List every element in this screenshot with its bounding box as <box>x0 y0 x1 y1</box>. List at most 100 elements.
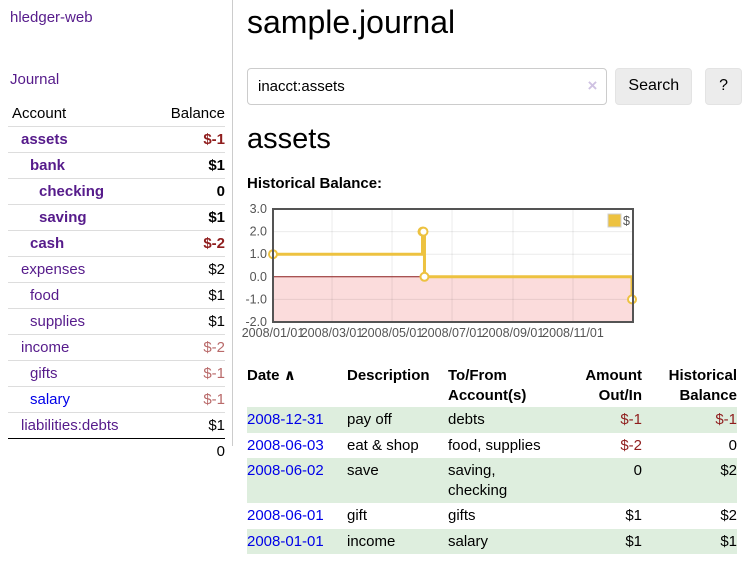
account-row: assets $-1 <box>8 127 225 153</box>
sidebar-account-link[interactable]: saving <box>39 209 87 226</box>
account-heading: assets <box>247 122 331 155</box>
search-bar: × Search ? <box>247 67 742 105</box>
transaction-row: 2008-06-01 gift gifts $1 $2 <box>247 503 737 529</box>
sidebar-account-link[interactable]: supplies <box>30 313 86 330</box>
transaction-amount: $1 <box>625 507 642 525</box>
transaction-date-link[interactable]: 2008-06-01 <box>247 507 324 525</box>
account-balance: $1 <box>153 204 225 231</box>
sidebar-account-link[interactable]: bank <box>30 157 66 174</box>
search-box: × <box>247 67 608 105</box>
y-axis-tick-label: 0.0 <box>250 270 267 284</box>
transaction-row: 2008-06-03 eat & shop food, supplies $-2 0 <box>247 433 737 459</box>
transaction-balance: $-1 <box>715 411 737 429</box>
transaction-date-link[interactable]: 2008-06-03 <box>247 436 324 454</box>
sidebar-account-link[interactable]: food <box>30 287 60 304</box>
x-axis-tick-label: 2008/09/01 <box>482 326 545 340</box>
sidebar-account-link[interactable]: assets <box>21 131 68 148</box>
transaction-accounts: saving, checking <box>448 462 508 499</box>
sidebar-account-link[interactable]: checking <box>39 183 105 200</box>
transaction-description: save <box>347 462 379 480</box>
transaction-balance: 0 <box>728 436 737 454</box>
transaction-balance: $2 <box>720 507 737 525</box>
transaction-amount: $-2 <box>620 436 642 454</box>
sidebar-account-link[interactable]: gifts <box>30 365 58 382</box>
transaction-amount: 0 <box>633 462 642 480</box>
x-axis-tick-label: 2008/03/01 <box>301 326 364 340</box>
sidebar-account-link[interactable]: liabilities:debts <box>21 417 119 434</box>
transaction-description: pay off <box>347 411 392 429</box>
account-row: expenses $2 <box>8 256 225 283</box>
account-row: cash $-2 <box>8 230 225 257</box>
accounts-header-row: Account Balance <box>8 101 225 127</box>
account-row: income $-2 <box>8 334 225 361</box>
transaction-date-link[interactable]: 2008-06-02 <box>247 462 324 480</box>
account-row: saving $1 <box>8 204 225 231</box>
sidebar-account-link[interactable]: expenses <box>21 261 86 278</box>
accounts-header-account: Account <box>8 101 154 127</box>
chart-title: Historical Balance: <box>247 175 383 193</box>
transactions-header-row: Date ∧ Description To/From Account(s) Am… <box>247 364 737 407</box>
clear-search-icon[interactable]: × <box>587 75 598 95</box>
account-balance: $-1 <box>153 360 225 387</box>
account-row: supplies $1 <box>8 308 225 335</box>
search-button[interactable]: Search <box>615 67 693 105</box>
account-balance: $1 <box>153 152 225 179</box>
account-balance: $1 <box>153 412 225 439</box>
sidebar: hledger-web Journal Account Balance asse… <box>0 0 233 464</box>
chart-data-point <box>418 226 429 237</box>
transaction-accounts: gifts <box>448 507 476 525</box>
help-button[interactable]: ? <box>705 67 742 105</box>
column-header-balance: Historical Balance <box>668 367 737 404</box>
transaction-accounts: salary <box>448 532 489 550</box>
account-row: checking 0 <box>8 178 225 205</box>
x-axis-tick-label: 2008/07/01 <box>421 326 484 340</box>
main-content: sample.journal × Search ? assets Histori… <box>242 0 742 555</box>
transactions-table: Date ∧ Description To/From Account(s) Am… <box>247 364 737 555</box>
legend-swatch <box>607 213 622 228</box>
transaction-row: 2008-01-01 income salary $1 $1 <box>247 528 737 555</box>
account-row: liabilities:debts $1 <box>8 412 225 439</box>
y-axis-tick-label: 2.0 <box>250 225 267 239</box>
sort-ascending-icon: ∧ <box>283 367 296 385</box>
transaction-balance: $2 <box>720 462 737 480</box>
sidebar-account-link[interactable]: income <box>21 339 70 356</box>
account-row: gifts $-1 <box>8 360 225 387</box>
y-axis-tick-label: -1.0 <box>245 293 267 307</box>
account-row: food $1 <box>8 282 225 309</box>
account-balance: $-2 <box>153 334 225 361</box>
transaction-date-link[interactable]: 2008-12-31 <box>247 411 324 429</box>
page-title: sample.journal <box>247 4 456 40</box>
transaction-amount: $1 <box>625 532 642 550</box>
column-header-accounts: To/From Account(s) <box>448 367 527 404</box>
accounts-table: Account Balance assets $-1 bank $1 checking 0… <box>8 101 225 464</box>
sidebar-account-link[interactable]: salary <box>30 391 71 408</box>
transaction-date-link[interactable]: 2008-01-01 <box>247 532 324 550</box>
y-axis-tick-label: 1.0 <box>250 247 267 261</box>
transaction-row: 2008-12-31 pay off debts $-1 $-1 <box>247 407 737 433</box>
x-axis-tick-label: 2008/05/01 <box>361 326 424 340</box>
account-balance: $-2 <box>153 230 225 257</box>
x-axis-tick-label: 2008/01/01 <box>242 326 305 340</box>
transaction-description: gift <box>347 507 368 525</box>
sidebar-item-journal[interactable]: Journal <box>10 71 60 88</box>
transaction-amount: $-1 <box>620 411 642 429</box>
transaction-description: eat & shop <box>347 436 419 454</box>
accounts-header-balance: Balance <box>153 101 225 127</box>
legend-label: $ <box>623 214 630 228</box>
column-header-date[interactable]: Date ∧ <box>247 364 347 407</box>
y-axis-tick-label: -2.0 <box>245 315 267 329</box>
account-row: salary $-1 <box>8 386 225 413</box>
historical-balance-chart: $3.0 2.0 1.0 0.0 -1.0 -2.0 2008/01/01 2008/03/0… <box>240 200 742 350</box>
date-header-label: Date <box>247 367 280 385</box>
account-balance: 0 <box>153 178 225 205</box>
sidebar-account-link[interactable]: cash <box>30 235 65 252</box>
accounts-total-row: 0 <box>8 438 225 464</box>
accounts-total-value: 0 <box>8 438 225 464</box>
column-header-amount: Amount Out/In <box>585 367 642 404</box>
account-balance: $1 <box>153 282 225 309</box>
transaction-accounts: debts <box>448 411 485 429</box>
search-input[interactable] <box>247 67 608 105</box>
chart-border <box>272 208 634 324</box>
account-balance: $2 <box>153 256 225 283</box>
app-title-link[interactable]: hledger-web <box>10 9 93 26</box>
